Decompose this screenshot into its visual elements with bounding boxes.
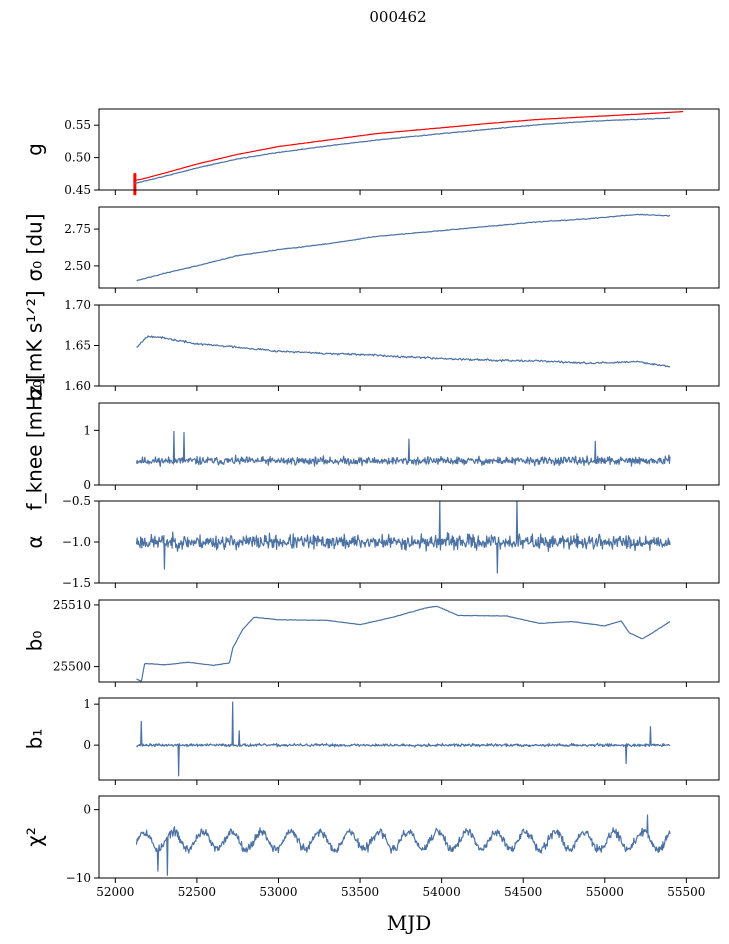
x-axis-label: MJD [387,911,432,935]
series-line-4-1 [135,430,671,468]
y-tick-label: 1 [83,697,91,711]
y-tick-label: 2.50 [64,259,91,273]
axes-frame-7 [98,697,720,781]
y-tick-label: −1.5 [62,576,91,590]
series-line-6-1 [136,605,671,682]
x-tick-label: 55000 [586,885,624,899]
y-axis-label-1: g [23,143,47,156]
y-tick-label: 1.60 [64,379,91,393]
y-tick-label: 1.65 [64,339,91,353]
series-line-3-1 [136,335,671,368]
panel-8: 52000 52500 53000 53500 54000 54500 55000 55500… [23,795,720,935]
panel-2: 2.50 2.75 σ₀ [du] [23,206,720,293]
y-tick-label: 0.50 [64,151,91,165]
panel-4: 0 1 f_knee [mHz] [23,378,720,511]
y-axis-label-5: α [23,535,47,548]
panel-1: 0.45 0.50 0.55 g [23,108,720,197]
y-axis-label-4: f_knee [mHz] [23,378,47,511]
y-tick-label: 0 [83,738,91,752]
axes-frame-2 [98,206,720,289]
series-line-8-1 [135,814,671,876]
x-tick-label: 53000 [259,885,297,899]
axes-frame-6 [98,599,720,683]
series-line-2-1 [136,213,671,282]
y-tick-label: 0.45 [64,183,91,197]
panel-6: 25500 25510 b₀ [23,598,720,687]
axes-frame-3 [98,304,720,387]
y-tick-label: −0.5 [62,494,91,508]
series-line-7-1 [136,701,671,777]
x-tick-label: 52000 [96,885,134,899]
panel-5: −1.5 −1.0 −0.5 α [23,494,720,590]
y-tick-label: −10 [66,871,91,885]
axes-frame-1 [98,108,720,191]
y-axis-label-6: b₀ [23,631,47,652]
y-axis-label-7: b₁ [23,729,47,750]
x-tick-label: 55500 [667,885,705,899]
x-tick-label: 53500 [341,885,379,899]
series-line-1-2 [134,117,671,185]
panel-3: 1.60 1.65 1.70 σ₀[mK s¹ᐟ²] [23,290,720,401]
y-tick-label: −1.0 [62,535,91,549]
panel-7: 0 1 b₁ [23,697,720,785]
y-tick-label: 0.55 [64,118,91,132]
y-tick-label: 25500 [53,660,91,674]
series-line-5-1 [135,501,671,574]
y-tick-label: 1 [83,423,91,437]
y-tick-label: 25510 [53,598,91,612]
panels: 0.45 0.50 0.55 g 2.50 2.75 σ₀ [du] 1.60 1.65 1.70… [23,108,720,935]
axes-frame-8 [98,795,720,879]
axes-frame-4 [98,402,720,486]
y-tick-label: 2.75 [64,222,91,236]
x-tick-label: 54000 [423,885,461,899]
y-axis-label-3: σ₀[mK s¹ᐟ²] [23,290,47,400]
series-line-1-1 [133,110,684,181]
y-axis-label-2: σ₀ [du] [23,213,47,281]
figure-title: 000462 [369,8,426,26]
y-tick-label: 1.70 [64,298,91,312]
y-tick-label: 0 [83,478,91,492]
y-axis-label-8: χ² [23,827,47,847]
y-tick-label: 0 [83,803,91,817]
x-tick-label: 52500 [178,885,216,899]
x-tick-label: 54500 [504,885,542,899]
